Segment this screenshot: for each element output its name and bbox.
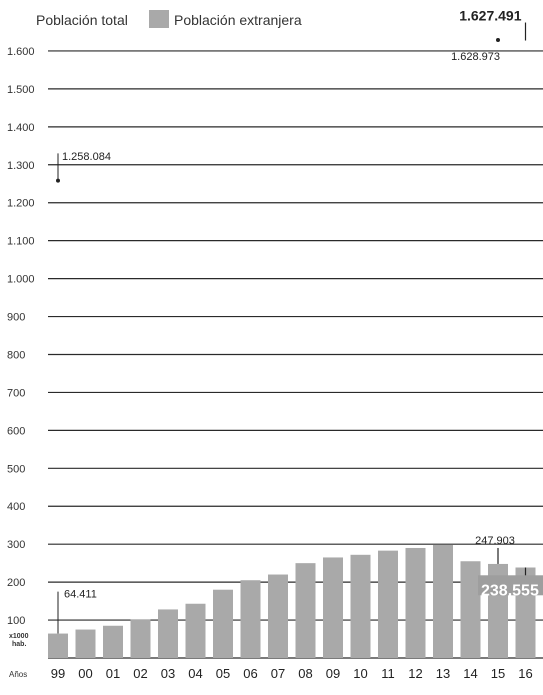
x-tick-label: 09: [326, 666, 340, 681]
bar: [213, 589, 233, 658]
y-unit-label: x1000 hab.: [9, 633, 30, 648]
x-tick-label: 13: [436, 666, 450, 681]
legend-total-label: Población total: [36, 12, 128, 28]
bar: [185, 603, 206, 658]
y-tick-label: 1.500: [7, 84, 35, 96]
x-tick-label: 00: [78, 666, 92, 681]
x-tick-label: 02: [133, 666, 147, 681]
y-tick-label: 400: [7, 501, 25, 513]
x-tick-label: 01: [106, 666, 120, 681]
bar: [103, 625, 123, 658]
x-tick-label: 11: [381, 666, 395, 681]
y-tick-label: 500: [7, 463, 25, 475]
x-tick-label: 16: [518, 666, 532, 681]
y-tick-label: 1.000: [7, 274, 35, 286]
total-annotation: 1.627.491: [459, 8, 521, 24]
y-tick-label: 1.400: [7, 122, 35, 134]
bar: [48, 633, 68, 658]
x-tick-label: 07: [271, 666, 285, 681]
x-tick-label: 14: [463, 666, 477, 681]
total-point: [496, 37, 500, 42]
foreign-annotation: 64.411: [64, 588, 97, 600]
bars-layer: 99 00 01 02 03 04 05 06 07 08 09 10 11 12 13 14 15 16: [48, 544, 536, 681]
bar: [130, 619, 151, 658]
foreign-annotation: 238.555: [481, 582, 539, 599]
x-axis-prefix: Años: [9, 670, 27, 679]
x-tick-label: 03: [161, 666, 175, 681]
y-tick-label: 600: [7, 425, 25, 437]
annotations-layer: 1.258.084 1.628.973 1.627.491 64.411 247.903…: [56, 8, 543, 634]
bar: [350, 554, 371, 658]
bar: [378, 550, 398, 658]
y-tick-label: 1.100: [7, 236, 35, 248]
y-tick-label: 200: [7, 577, 25, 589]
legend-foreign-label: Población extranjera: [174, 12, 302, 28]
y-tick-label: 800: [7, 349, 25, 361]
y-tick-label: 1.600: [7, 46, 35, 58]
bar: [323, 557, 343, 658]
foreign-annotation: 247.903: [475, 535, 515, 547]
y-tick-label: 900: [7, 312, 25, 324]
bar: [158, 609, 178, 658]
bar: [268, 574, 288, 658]
y-unit-x1000: x1000: [9, 633, 29, 640]
x-tick-label: 99: [51, 666, 65, 681]
bar: [240, 580, 261, 658]
total-annotation: 1.628.973: [451, 51, 500, 63]
bar: [405, 547, 426, 658]
y-tick-label: 1.200: [7, 198, 35, 210]
x-tick-label: 10: [353, 666, 367, 681]
x-tick-label: 08: [298, 666, 312, 681]
x-tick-label: 05: [216, 666, 230, 681]
y-tick-label: 1.300: [7, 160, 35, 172]
x-tick-label: 12: [408, 666, 422, 681]
bar: [433, 544, 453, 658]
y-tick-label: 300: [7, 539, 25, 551]
legend-foreign-swatch: [149, 10, 169, 28]
x-tick-label: 04: [188, 666, 202, 681]
x-tick-label: 15: [491, 666, 505, 681]
y-tick-label: 700: [7, 387, 25, 399]
y-unit-hab: hab.: [12, 641, 26, 648]
y-tick-label: 100: [7, 615, 25, 627]
x-tick-label: 06: [243, 666, 257, 681]
bar: [460, 561, 481, 658]
bar: [75, 629, 96, 658]
total-annotation: 1.258.084: [62, 151, 111, 163]
bar: [295, 563, 316, 658]
annotation-background: [478, 575, 543, 596]
